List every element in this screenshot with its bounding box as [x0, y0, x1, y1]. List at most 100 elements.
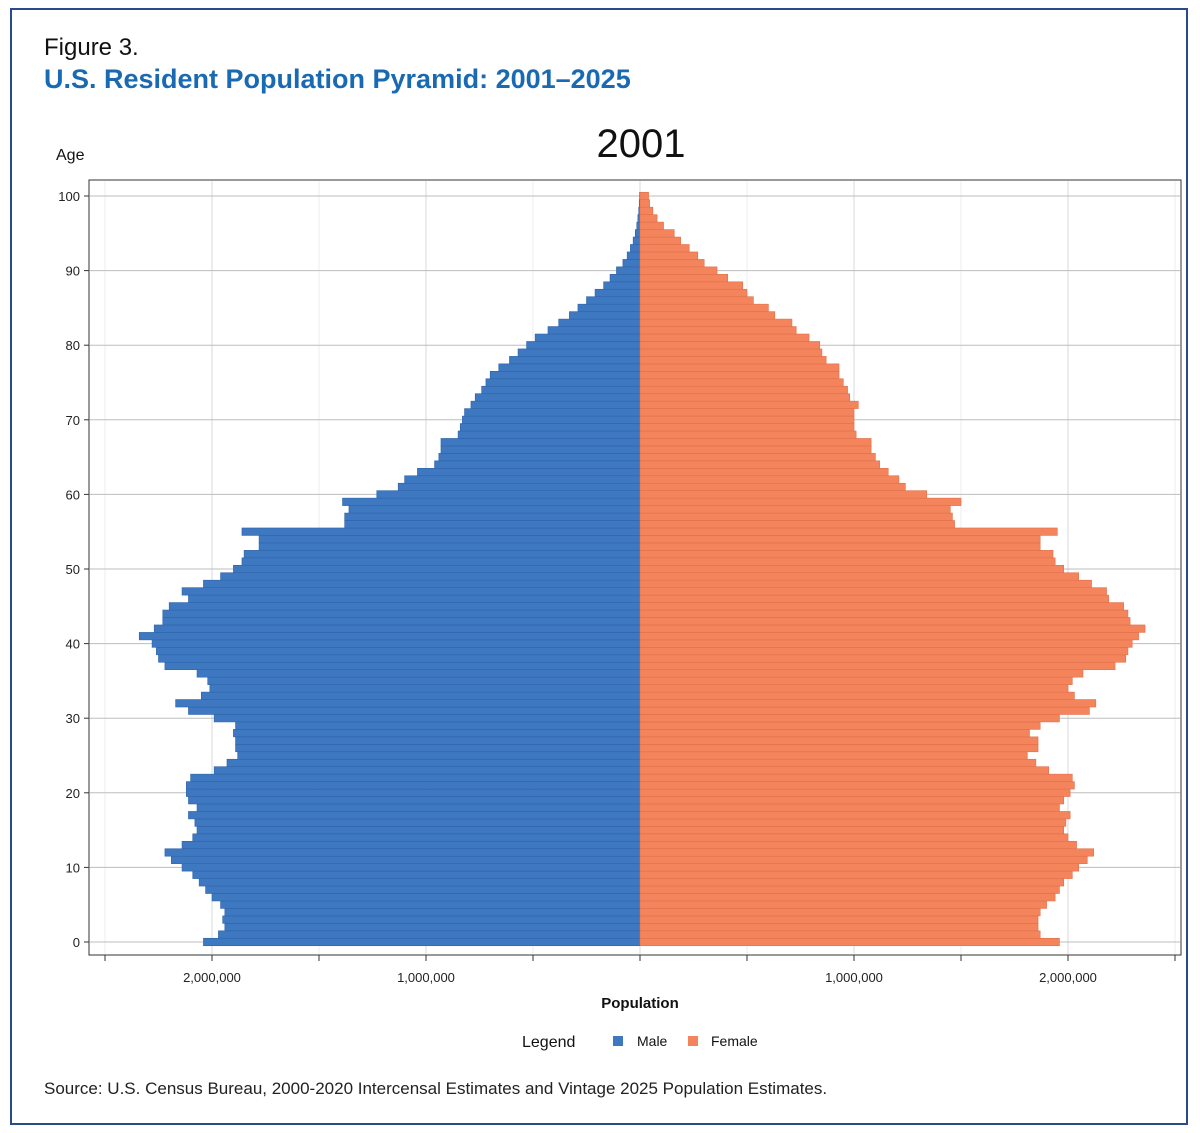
bar-male-age-32 [175, 699, 641, 708]
bar-female-age-34 [639, 684, 1069, 693]
bar-female-age-86 [639, 296, 754, 305]
bar-female-age-92 [639, 251, 699, 260]
bar-female-age-90 [639, 266, 718, 275]
bar-female-age-12 [639, 848, 1094, 857]
bar-female-age-21 [639, 781, 1075, 790]
bar-male-age-92 [626, 251, 641, 260]
bar-female-age-56 [639, 520, 955, 529]
bar-female-age-2 [639, 923, 1039, 932]
bar-male-age-45 [168, 602, 641, 611]
bar-male-age-22 [190, 773, 641, 782]
bar-male-age-25 [237, 751, 641, 760]
bar-male-age-5 [220, 900, 641, 909]
bar-female-age-57 [639, 512, 953, 521]
bar-female-age-82 [639, 326, 797, 335]
bars-layer [138, 191, 1146, 947]
bar-female-age-79 [639, 348, 823, 357]
bar-female-age-46 [639, 594, 1109, 603]
bar-female-age-69 [639, 423, 855, 432]
y-tick-label: 80 [66, 338, 80, 353]
bar-female-age-66 [639, 445, 872, 454]
bar-male-age-34 [209, 684, 641, 693]
bar-female-age-75 [639, 378, 844, 387]
bar-male-age-51 [241, 557, 641, 566]
bar-female-age-43 [639, 617, 1131, 626]
bar-male-age-56 [344, 520, 641, 529]
bar-female-age-14 [639, 833, 1069, 842]
bar-female-age-89 [639, 274, 729, 283]
bar-male-age-0 [203, 937, 641, 947]
bar-female-age-17 [639, 811, 1071, 820]
y-tick-label: 10 [66, 860, 80, 875]
bar-male-age-62 [404, 475, 641, 484]
bar-male-age-18 [196, 803, 641, 812]
bar-female-age-47 [639, 587, 1107, 596]
bar-female-age-28 [639, 729, 1030, 738]
bar-female-age-0 [639, 937, 1060, 947]
bar-male-age-96 [636, 221, 641, 230]
bar-female-age-99 [639, 199, 650, 208]
bar-female-age-39 [639, 647, 1129, 656]
bar-female-age-22 [639, 773, 1073, 782]
bar-male-age-58 [348, 505, 641, 514]
bar-female-age-50 [639, 564, 1065, 574]
figure-title: U.S. Resident Population Pyramid: 2001–2… [44, 64, 631, 94]
bar-male-age-30 [213, 714, 641, 723]
bar-female-age-70 [639, 415, 855, 424]
bar-male-age-86 [586, 296, 641, 305]
bar-male-age-43 [162, 617, 641, 626]
bar-male-age-54 [258, 535, 641, 544]
bar-female-age-78 [639, 356, 827, 365]
bar-male-age-28 [233, 729, 641, 738]
bar-female-age-7 [639, 885, 1060, 894]
chart-title: 2001 [597, 122, 686, 166]
x-tick-label: 1,000,000 [397, 970, 455, 985]
bar-female-age-93 [639, 244, 690, 253]
bar-male-age-38 [158, 654, 641, 663]
bar-female-age-5 [639, 900, 1047, 909]
bar-male-age-83 [558, 318, 641, 327]
bar-male-age-12 [164, 848, 641, 857]
bar-female-age-3 [639, 915, 1039, 924]
bar-male-age-47 [181, 587, 641, 596]
bar-female-age-77 [639, 363, 840, 372]
bar-female-age-33 [639, 691, 1075, 700]
bar-female-age-10 [639, 863, 1080, 872]
y-tick-label: 100 [58, 189, 80, 204]
bar-male-age-35 [207, 676, 641, 685]
bar-male-age-80 [526, 341, 641, 350]
bar-female-age-9 [639, 870, 1073, 879]
bar-male-age-44 [162, 609, 641, 618]
y-tick-label: 30 [66, 711, 80, 726]
bar-male-age-6 [211, 893, 641, 902]
bar-male-age-87 [594, 288, 641, 298]
bar-female-age-74 [639, 385, 848, 394]
bar-female-age-35 [639, 676, 1073, 685]
bar-female-age-1 [639, 930, 1041, 939]
bar-female-age-49 [639, 572, 1080, 581]
bar-female-age-61 [639, 482, 906, 491]
bar-male-age-7 [205, 885, 641, 894]
bar-male-age-85 [577, 303, 641, 312]
bar-female-age-80 [639, 341, 821, 350]
bar-female-age-25 [639, 751, 1028, 760]
bar-male-age-61 [397, 482, 641, 491]
bar-female-age-44 [639, 609, 1129, 618]
bar-female-age-97 [639, 214, 658, 223]
bar-female-age-40 [639, 639, 1133, 648]
bar-male-age-26 [235, 744, 641, 753]
bar-male-age-65 [438, 453, 641, 462]
bar-female-age-76 [639, 371, 840, 380]
bar-male-age-52 [243, 550, 641, 559]
bar-male-age-31 [188, 706, 641, 715]
y-tick-label: 20 [66, 786, 80, 801]
bar-male-age-14 [192, 833, 641, 842]
bar-male-age-73 [474, 393, 641, 402]
bar-female-age-64 [639, 460, 880, 469]
bar-female-age-55 [639, 527, 1058, 536]
bar-female-age-16 [639, 818, 1067, 827]
bar-male-age-60 [376, 490, 641, 499]
x-tick-label: 2,000,000 [183, 970, 241, 985]
bar-female-age-95 [639, 229, 675, 238]
bar-male-age-40 [151, 639, 641, 648]
